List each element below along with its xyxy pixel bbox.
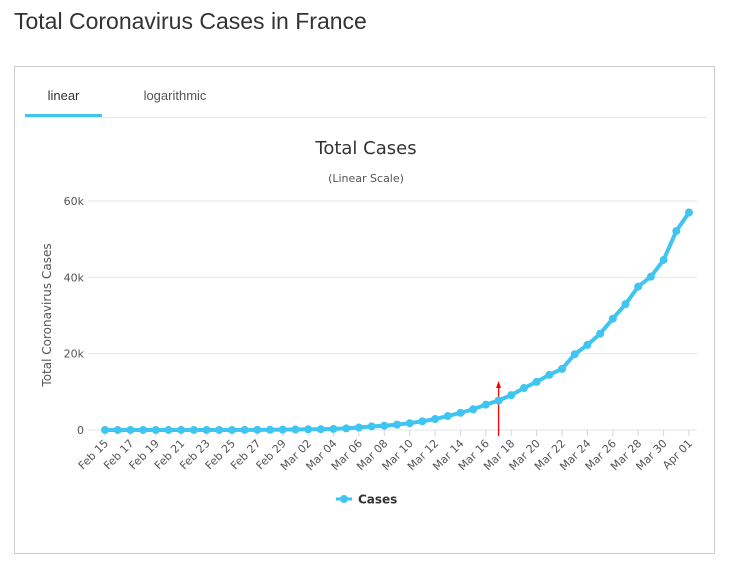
tab-logarithmic[interactable]: logarithmic — [143, 88, 207, 103]
data-point — [291, 425, 300, 434]
legend-symbol — [340, 495, 348, 503]
scale-tabs: linear logarithmic — [25, 81, 707, 118]
data-point — [215, 425, 224, 434]
data-point — [101, 425, 109, 434]
series-line — [103, 210, 691, 432]
y-tick-label: 40k — [64, 271, 85, 284]
tab-linear[interactable]: linear — [25, 81, 102, 117]
page-title: Total Coronavirus Cases in France — [14, 8, 367, 34]
grid — [88, 200, 697, 431]
data-point — [151, 425, 160, 434]
data-point — [393, 420, 401, 429]
data-point — [596, 329, 605, 338]
data-point — [202, 425, 211, 434]
data-point — [253, 425, 262, 434]
series-cases — [101, 208, 693, 434]
data-point — [469, 405, 478, 414]
data-point — [227, 425, 236, 434]
y-ticks: 0 20k 40k 60k — [64, 195, 85, 437]
data-point — [634, 282, 643, 291]
data-point — [266, 425, 275, 434]
data-point — [456, 408, 465, 417]
data-point — [354, 423, 363, 432]
data-point — [519, 384, 528, 393]
legend-label: Cases — [358, 493, 397, 507]
data-point — [304, 425, 313, 434]
data-point — [126, 425, 135, 434]
data-point — [342, 424, 351, 433]
data-point — [608, 314, 617, 323]
data-point — [507, 391, 516, 400]
data-point — [494, 396, 503, 405]
y-tick-label: 20k — [64, 348, 85, 361]
data-point — [431, 415, 440, 424]
data-point — [558, 364, 567, 373]
y-tick-label: 60k — [64, 195, 85, 208]
data-point — [418, 417, 427, 426]
data-point — [380, 421, 389, 430]
vertical-marker — [496, 381, 502, 436]
data-point — [278, 425, 287, 434]
vertical-marker-arrow — [496, 381, 502, 388]
data-point — [316, 425, 325, 434]
data-point — [443, 412, 452, 421]
data-point — [481, 400, 490, 409]
data-point — [189, 425, 198, 434]
data-point — [113, 425, 122, 434]
chart-title: Total Cases — [314, 138, 416, 159]
data-point — [545, 370, 554, 379]
data-point — [621, 300, 630, 309]
data-point — [164, 425, 173, 434]
data-point — [685, 208, 693, 217]
legend[interactable]: Cases — [336, 493, 397, 507]
y-axis-label: Total Coronavirus Cases — [40, 243, 54, 387]
data-point — [532, 377, 541, 386]
data-point — [329, 424, 338, 433]
data-point — [240, 425, 249, 434]
chart-panel: linear logarithmic — [14, 66, 715, 554]
y-tick-label: 0 — [77, 424, 84, 437]
data-point — [659, 255, 668, 264]
data-point — [583, 340, 592, 349]
data-point — [570, 350, 579, 359]
data-point — [405, 419, 414, 428]
data-point — [139, 425, 148, 434]
chart-subtitle: (Linear Scale) — [328, 172, 404, 185]
data-point — [646, 272, 655, 281]
data-point — [367, 422, 376, 431]
data-point — [672, 227, 681, 236]
data-point — [177, 425, 186, 434]
